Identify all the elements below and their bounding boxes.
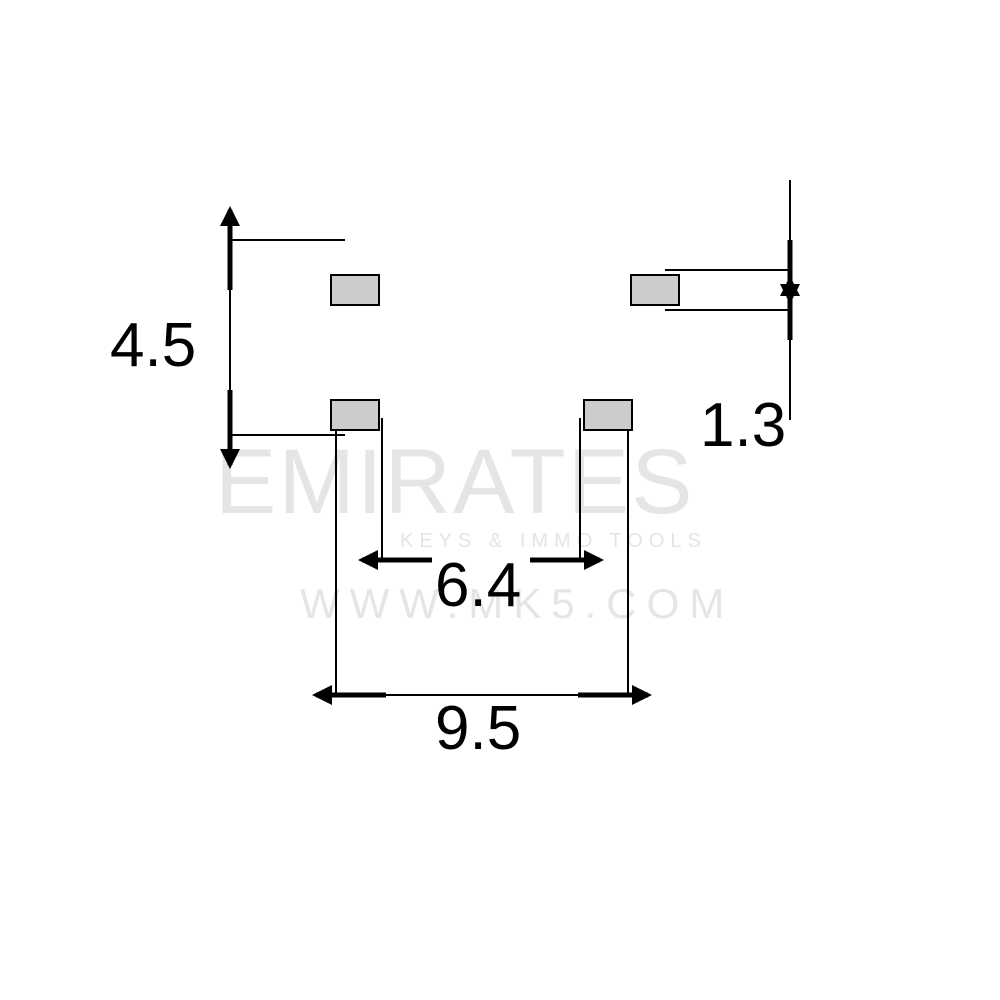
dimension-lines [0, 0, 1000, 1000]
solder-pad [330, 399, 380, 431]
dim-outer-horiz: 9.5 [435, 693, 521, 764]
dim-left-vert: 4.5 [110, 310, 196, 381]
dim-right-vert: 1.3 [700, 390, 786, 461]
dim-inner-horiz: 6.4 [435, 550, 521, 621]
diagram-canvas: EMIRATES KEYS & IMMO TOOLS WWW.MK5.COM 4… [0, 0, 1000, 1000]
solder-pad [583, 399, 633, 431]
solder-pad [330, 274, 380, 306]
solder-pad [630, 274, 680, 306]
